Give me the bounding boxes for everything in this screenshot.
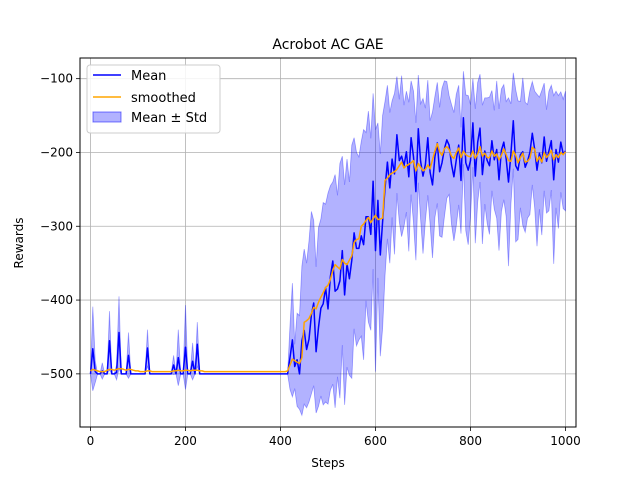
x-axis-ticks: 0 200 400 600 800 1000 <box>87 427 581 448</box>
y-axis-label: Rewards <box>12 218 26 269</box>
smoothed-series-line <box>90 142 567 373</box>
legend-smoothed-label: smoothed <box>131 91 196 106</box>
y-axis-ticks: −500 −400 −300 −200 −100 <box>40 72 80 381</box>
plot-area-frame <box>79 57 577 428</box>
x-tick-label: 400 <box>269 434 292 448</box>
legend-mean-label: Mean <box>131 69 166 84</box>
legend: Mean smoothed Mean ± Std <box>86 64 221 134</box>
x-axis-label: Steps <box>311 456 345 470</box>
x-tick-label: 1000 <box>550 434 581 448</box>
y-tick-label: −100 <box>40 72 73 86</box>
y-tick-label: −500 <box>40 367 73 381</box>
y-tick-label: −400 <box>40 293 73 307</box>
legend-std-label: Mean ± Std <box>131 111 207 126</box>
legend-std-swatch <box>92 111 122 123</box>
series-lines-layer <box>89 117 567 375</box>
x-tick-label: 0 <box>87 434 95 448</box>
x-tick-label: 200 <box>174 434 197 448</box>
legend-box <box>86 64 221 134</box>
chart-title: Acrobot AC GAE <box>272 37 383 53</box>
x-tick-label: 600 <box>364 434 387 448</box>
y-tick-label: −200 <box>40 145 73 159</box>
x-tick-label: 800 <box>459 434 482 448</box>
y-tick-label: −300 <box>40 219 73 233</box>
